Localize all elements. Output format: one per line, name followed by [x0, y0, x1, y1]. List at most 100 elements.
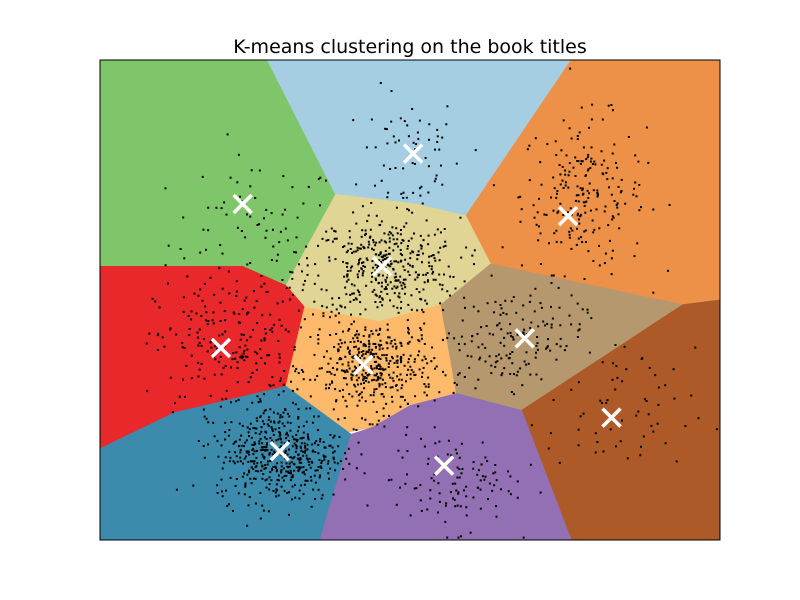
data-point [360, 453, 363, 456]
data-point [244, 236, 247, 239]
data-point [406, 426, 409, 429]
data-point [225, 389, 228, 392]
data-point [488, 332, 491, 335]
data-point [169, 328, 171, 331]
data-point [371, 423, 374, 426]
data-point [577, 218, 580, 221]
data-point [235, 440, 237, 443]
data-point [486, 460, 489, 463]
data-point [559, 337, 562, 340]
data-point [403, 283, 406, 286]
data-point [260, 275, 263, 277]
data-point [260, 446, 263, 449]
data-point [494, 361, 497, 364]
data-point [227, 434, 230, 437]
data-point [338, 358, 341, 361]
data-point [377, 264, 379, 267]
data-point [510, 335, 513, 338]
data-point [447, 265, 450, 268]
data-point [343, 245, 346, 248]
data-point [264, 464, 267, 467]
data-point [290, 472, 292, 475]
data-point [207, 443, 210, 446]
data-point [355, 374, 358, 377]
data-point [404, 286, 407, 289]
data-point [235, 400, 238, 403]
data-point [264, 236, 267, 239]
data-point [606, 167, 609, 170]
data-point [377, 254, 380, 257]
data-point [529, 326, 532, 329]
data-point [507, 470, 509, 473]
data-point [434, 177, 437, 180]
data-point [396, 285, 399, 288]
data-point [264, 479, 267, 482]
data-point [559, 173, 562, 176]
data-point [409, 377, 412, 380]
data-point [246, 524, 249, 527]
data-point [314, 469, 317, 472]
data-point [291, 186, 294, 189]
data-point [413, 163, 416, 165]
data-point [241, 308, 244, 311]
data-point [238, 346, 241, 349]
data-point [639, 454, 642, 457]
data-point [289, 456, 292, 459]
data-point [552, 176, 555, 179]
data-point [280, 441, 283, 444]
data-point [254, 432, 257, 435]
data-point [279, 431, 281, 434]
data-point [182, 378, 184, 381]
data-point [245, 450, 248, 453]
data-point [440, 164, 442, 167]
data-point [547, 447, 550, 450]
data-point [237, 445, 240, 448]
data-point [389, 360, 392, 362]
data-point [296, 216, 299, 219]
data-point [275, 439, 278, 442]
data-point [579, 415, 582, 418]
data-point [647, 161, 650, 164]
data-point [264, 467, 267, 469]
data-point [608, 186, 610, 189]
data-point [246, 426, 249, 429]
data-point [494, 365, 497, 368]
data-point [594, 163, 597, 166]
data-point [381, 298, 384, 301]
data-point [391, 377, 394, 380]
data-point [309, 466, 312, 469]
data-point [262, 446, 265, 449]
data-point [530, 321, 533, 324]
data-point [355, 429, 358, 431]
data-point [289, 479, 292, 482]
data-point [271, 327, 274, 330]
data-point [422, 252, 424, 255]
data-point [230, 401, 233, 404]
data-point [583, 205, 586, 207]
data-point [419, 499, 422, 502]
data-point [400, 284, 403, 287]
data-point [402, 167, 405, 170]
data-point [275, 466, 278, 469]
data-point [495, 505, 498, 508]
data-point [199, 288, 202, 291]
data-point [226, 505, 229, 507]
data-point [266, 354, 269, 357]
data-point [354, 297, 357, 300]
data-point [618, 227, 621, 230]
data-point [373, 388, 376, 391]
data-point [197, 440, 200, 442]
data-point [367, 246, 370, 249]
data-point [428, 255, 431, 258]
data-point [378, 328, 381, 331]
data-point [521, 333, 524, 335]
data-point [477, 486, 480, 489]
data-point [502, 311, 505, 314]
data-point [427, 376, 430, 379]
data-point [344, 399, 347, 402]
data-point [437, 511, 439, 514]
data-point [239, 321, 242, 324]
data-point [581, 193, 584, 196]
data-point [379, 365, 382, 368]
data-point [328, 477, 330, 480]
